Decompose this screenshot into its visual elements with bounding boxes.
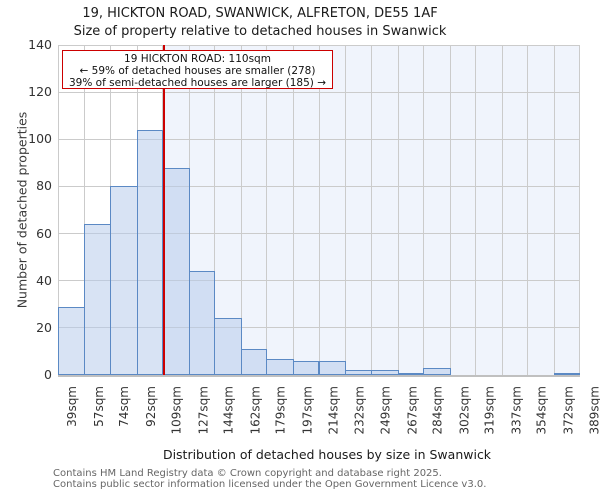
x-tick-label: 144sqm — [221, 386, 236, 435]
histogram-bar — [84, 224, 111, 375]
x-tick-label: 109sqm — [169, 386, 184, 435]
x-gridline — [370, 45, 372, 375]
x-tick-label: 57sqm — [91, 386, 106, 427]
x-tick-label: 214sqm — [326, 386, 340, 435]
x-tick-label: 162sqm — [248, 386, 263, 435]
x-gridline — [527, 45, 529, 375]
x-gridline — [554, 45, 556, 375]
histogram-bar — [293, 360, 320, 375]
x-gridline — [214, 45, 216, 375]
x-gridline — [345, 45, 347, 375]
chart-title: 19, HICKTON ROAD, SWANWICK, ALFRETON, DE… — [82, 6, 438, 21]
x-gridline — [240, 45, 242, 375]
x-gridline — [84, 45, 86, 375]
x-tick-label: 284sqm — [430, 386, 445, 435]
y-tick-label: 100 — [28, 131, 52, 147]
x-tick-label: 249sqm — [378, 386, 393, 435]
y-tick-label: 120 — [28, 84, 52, 100]
histogram-bar — [188, 271, 216, 375]
x-gridline — [58, 45, 59, 375]
histogram-bar — [136, 129, 163, 375]
histogram-bar — [240, 349, 268, 375]
y-tick-label: 80 — [36, 178, 52, 194]
x-tick-label: 39sqm — [65, 386, 79, 427]
x-gridline — [266, 45, 268, 375]
histogram-bar — [161, 167, 190, 375]
x-gridline — [422, 45, 424, 375]
x-tick-label: 197sqm — [300, 386, 315, 435]
y-tick-label: 20 — [36, 319, 52, 335]
histogram-bar — [397, 372, 424, 375]
x-tick-label: 267sqm — [405, 386, 420, 435]
x-gridline — [293, 45, 295, 375]
histogram-bar — [214, 318, 242, 375]
histogram-bar — [345, 370, 372, 375]
histogram-bar — [370, 370, 399, 375]
annotation-larger-stat: 39% of semi-detached houses are larger (… — [69, 77, 326, 89]
x-tick-label: 337sqm — [509, 386, 524, 435]
x-tick-label: 179sqm — [273, 386, 288, 435]
x-gridline — [501, 45, 503, 375]
x-tick-label: 319sqm — [482, 386, 497, 435]
x-tick-label: 92sqm — [144, 386, 159, 427]
histogram-bar — [266, 358, 295, 375]
x-gridline — [449, 45, 451, 375]
x-gridline — [397, 45, 399, 375]
x-gridline — [579, 45, 580, 375]
y-tick-label: 40 — [36, 272, 52, 288]
histogram-bar — [554, 372, 581, 375]
x-tick-label: 354sqm — [534, 386, 549, 435]
y-tick-label: 60 — [36, 225, 52, 241]
y-tick-label: 140 — [28, 37, 52, 52]
annotation-property-size: 19 HICKTON ROAD: 110sqm — [124, 53, 271, 65]
attribution-line-2: Contains public sector information licen… — [53, 479, 487, 490]
x-tick-label: 302sqm — [457, 386, 472, 435]
chart-subtitle: Size of property relative to detached ho… — [73, 24, 447, 39]
x-gridline — [475, 45, 477, 375]
attribution-line-1: Contains HM Land Registry data © Crown c… — [53, 468, 442, 479]
x-tick-label: 232sqm — [352, 386, 367, 435]
histogram-bar — [57, 306, 86, 375]
histogram-bar — [109, 186, 138, 375]
x-axis-label: Distribution of detached houses by size … — [162, 447, 492, 462]
histogram-bar — [422, 367, 451, 375]
property-size-marker-line — [162, 45, 165, 375]
y-tick-label: 0 — [44, 367, 52, 382]
plot-area — [57, 44, 581, 377]
x-gridline — [318, 45, 320, 375]
x-tick-label: 389sqm — [587, 386, 600, 435]
histogram-bar — [318, 360, 347, 375]
x-tick-label: 74sqm — [117, 386, 132, 427]
x-tick-label: 372sqm — [561, 386, 576, 435]
x-tick-label: 127sqm — [196, 386, 211, 435]
property-annotation-box: 19 HICKTON ROAD: 110sqm ← 59% of detache… — [62, 50, 333, 89]
annotation-smaller-stat: ← 59% of detached houses are smaller (27… — [79, 65, 316, 77]
